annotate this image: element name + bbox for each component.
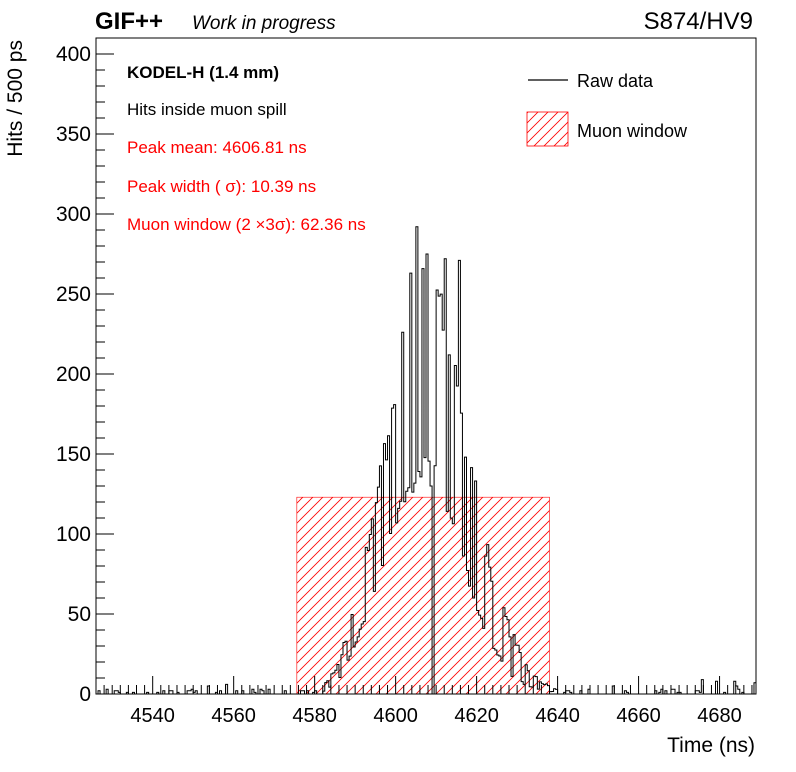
x-axis-label: Time (ns) <box>667 734 755 757</box>
y-tick-label: 300 <box>56 203 91 226</box>
muon-window-annotation: Muon window (2 ×3σ): 62.36 ns <box>127 215 366 234</box>
legend-muon-window-label: Muon window <box>577 121 688 141</box>
peak-mean-annotation: Peak mean: 4606.81 ns <box>127 138 307 157</box>
y-tick-label: 0 <box>79 683 91 706</box>
x-tick-label: 4680 <box>697 705 742 727</box>
x-tick-label: 4620 <box>454 705 499 727</box>
x-tick-label: 4600 <box>373 705 418 727</box>
y-tick-label: 400 <box>56 43 91 66</box>
x-tick-label: 4580 <box>292 705 337 727</box>
experiment-label: GIF++ <box>95 8 163 35</box>
muon-window-box <box>296 496 550 694</box>
y-axis: 0 50 100 150 200 250 300 350 400 <box>56 37 114 706</box>
legend: Raw data Muon window <box>526 71 688 147</box>
peak-width-annotation: Peak width ( σ): 10.39 ns <box>127 177 316 196</box>
y-axis-label: Hits / 500 ps <box>4 40 27 157</box>
x-axis: 4540 4560 4580 4600 4620 4640 4660 4680 <box>95 676 753 727</box>
y-tick-label: 150 <box>56 443 91 466</box>
detector-annotation: KODEL-H (1.4 mm) <box>127 63 279 82</box>
x-tick-label: 4560 <box>211 705 256 727</box>
selection-annotation: Hits inside muon spill <box>127 100 287 119</box>
y-tick-label: 350 <box>56 123 91 146</box>
status-label: Work in progress <box>192 13 336 34</box>
x-tick-label: 4660 <box>616 705 661 727</box>
y-tick-label: 50 <box>68 603 91 626</box>
run-label: S874/HV9 <box>644 8 753 35</box>
y-tick-label: 100 <box>56 523 91 546</box>
y-tick-label: 200 <box>56 363 91 386</box>
legend-muon-window-swatch <box>526 111 569 147</box>
y-tick-label: 250 <box>56 283 91 306</box>
plot-frame <box>95 37 757 695</box>
x-tick-label: 4640 <box>535 705 580 727</box>
legend-raw-data-label: Raw data <box>577 71 654 91</box>
x-tick-label: 4540 <box>130 705 175 727</box>
